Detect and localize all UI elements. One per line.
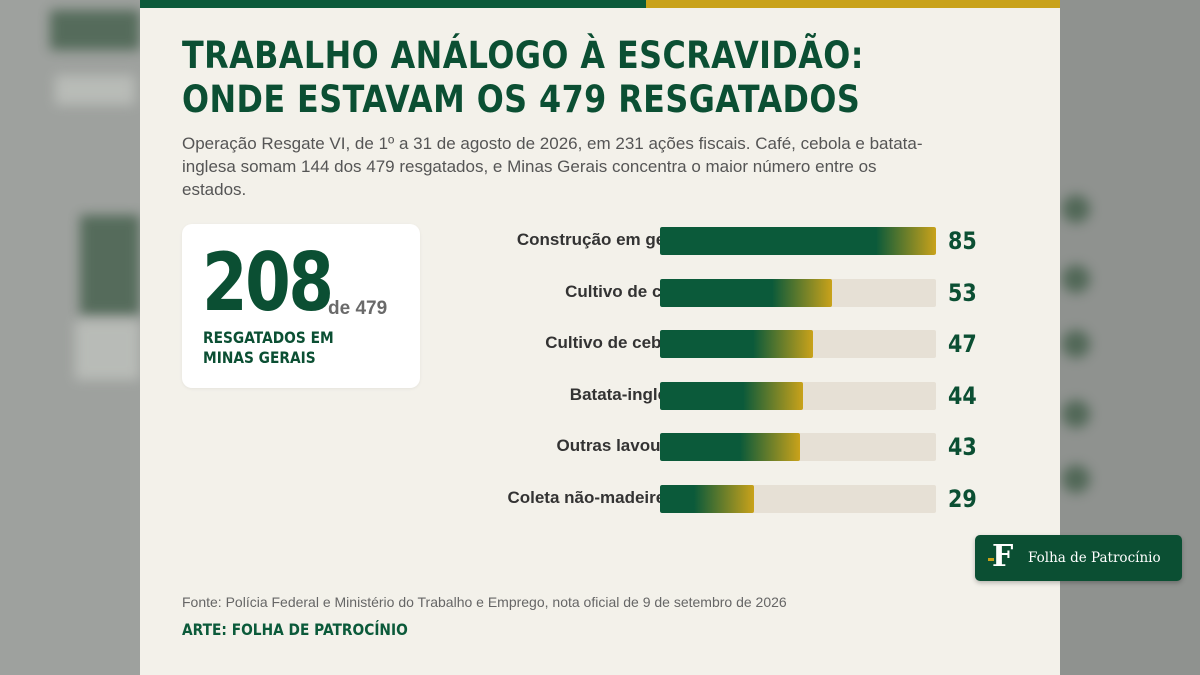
background-blur-shape <box>50 10 140 50</box>
publisher-name: Folha de Patrocínio <box>1028 550 1161 566</box>
bar <box>660 433 800 461</box>
bar-track <box>660 433 936 461</box>
top-accent-bar <box>140 0 1060 8</box>
bar-row: Cultivo de cebola 47 <box>430 329 990 359</box>
bar-value-label: 47 <box>948 330 977 358</box>
kpi-card: 208 de 479 Resgatados em Minas Gerais <box>182 224 420 388</box>
bar-value-label: 53 <box>948 278 977 307</box>
bar-chart: Construção em geral 85 Cultivo de café 53 Cu… <box>430 218 990 528</box>
logo-accent-dot <box>988 558 994 561</box>
page-subtitle: Operação Resgate VI, de 1º a 31 de agost… <box>182 134 923 199</box>
bar-label: Coleta não-madeireira <box>507 487 686 507</box>
top-bar-gold <box>646 0 1060 8</box>
top-bar-green <box>140 0 646 8</box>
source-note: Fonte: Polícia Federal e Ministério do T… <box>182 594 787 610</box>
bar-row: Coleta não-madeireira 29 <box>430 484 990 514</box>
background-blur-shape <box>55 75 135 105</box>
bar-label: Outras lavouras <box>556 436 686 455</box>
bar-value-label: 85 <box>948 227 977 255</box>
bar-track <box>660 278 936 307</box>
page-title: Trabalho análogo à escravidão: onde esta… <box>182 34 864 121</box>
art-credit: Arte: Folha de Patrocínio <box>182 620 408 639</box>
bar-track <box>660 330 936 358</box>
bar <box>660 484 754 513</box>
logo-letter: F <box>992 539 1014 574</box>
bar-value-label: 44 <box>948 381 977 410</box>
bar-label: Cultivo de café <box>565 281 686 301</box>
bar-track <box>660 381 936 410</box>
bar-value-label: 43 <box>948 433 977 461</box>
kpi-label: Resgatados em Minas Gerais <box>203 328 334 367</box>
bar <box>660 381 803 410</box>
background-blur-shape <box>80 215 140 315</box>
infographic-card: Trabalho análogo à escravidão: onde esta… <box>140 0 1060 675</box>
kpi-number: 208 <box>202 236 334 329</box>
bar-label: Cultivo de cebola <box>545 333 686 352</box>
bar <box>660 227 936 255</box>
bar-track <box>660 227 936 255</box>
background-blur-shape <box>75 320 140 380</box>
bar <box>660 330 813 358</box>
bar-row: Construção em geral 85 <box>430 226 990 256</box>
bar-track <box>660 484 936 513</box>
bar-row: Cultivo de café 53 <box>430 278 990 308</box>
bar <box>660 278 832 307</box>
background-blur-shape <box>1062 265 1090 293</box>
publisher-badge: F Folha de Patrocínio <box>975 535 1182 581</box>
bar-row: Batata-inglesa 44 <box>430 381 990 411</box>
background-blur-shape <box>1062 400 1090 428</box>
publisher-logo-icon: F <box>988 539 1018 574</box>
background-blur-shape <box>1062 330 1090 358</box>
bar-row: Outras lavouras 43 <box>430 432 990 462</box>
bar-label: Batata-inglesa <box>569 384 686 404</box>
bar-label: Construção em geral <box>516 230 686 249</box>
kpi-of-total: de 479 <box>328 298 388 319</box>
bar-value-label: 29 <box>948 484 977 513</box>
background-blur-shape <box>1062 195 1090 223</box>
background-blur-shape <box>1062 465 1090 493</box>
